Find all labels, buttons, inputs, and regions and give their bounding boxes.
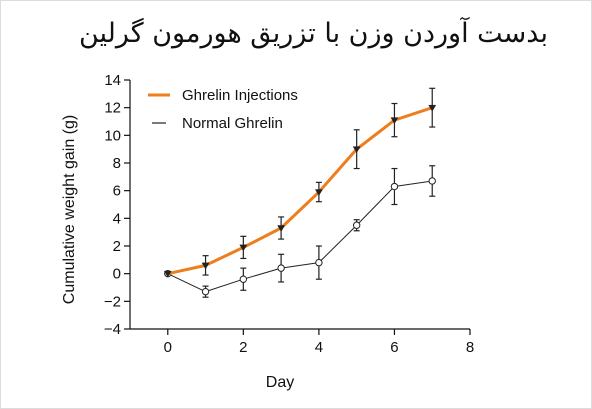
y-tick-label: 6 bbox=[113, 183, 121, 200]
data-point bbox=[239, 275, 248, 283]
data-point bbox=[277, 225, 286, 233]
data-point bbox=[163, 270, 172, 278]
data-point bbox=[352, 146, 361, 154]
data-point bbox=[390, 182, 399, 191]
series-line bbox=[167, 106, 433, 276]
y-tick-label: 0 bbox=[113, 266, 121, 283]
data-point bbox=[277, 264, 285, 272]
chart-title: بدست آوردن وزن با تزریق هورمون گرلین bbox=[78, 18, 548, 49]
x-tick-label: 0 bbox=[164, 339, 172, 356]
data-point bbox=[314, 189, 323, 197]
y-tick-label: 8 bbox=[113, 155, 121, 172]
y-tick-label: 14 bbox=[104, 72, 121, 89]
x-tick-label: 8 bbox=[466, 339, 474, 356]
series-line bbox=[167, 180, 433, 293]
x-tick-label: 4 bbox=[315, 339, 323, 356]
y-tick-label: −2 bbox=[104, 293, 121, 310]
y-tick-label: 10 bbox=[104, 127, 121, 144]
y-tick-label: 12 bbox=[104, 100, 121, 117]
data-point bbox=[352, 221, 361, 229]
data-point bbox=[315, 258, 323, 267]
data-point bbox=[428, 177, 436, 185]
legend-label: Normal Ghrelin bbox=[182, 115, 283, 132]
x-axis-label: Day bbox=[266, 374, 294, 391]
data-point bbox=[201, 262, 210, 270]
y-tick-label: 2 bbox=[113, 238, 121, 255]
data-point bbox=[239, 244, 248, 252]
data-point bbox=[428, 104, 437, 112]
y-tick-label: −4 bbox=[104, 321, 121, 338]
legend-label: Ghrelin Injections bbox=[182, 87, 298, 104]
x-tick-label: 6 bbox=[390, 339, 398, 356]
data-point bbox=[201, 287, 210, 296]
y-axis-label: Cumulative weight gain (g) bbox=[61, 115, 78, 304]
y-tick-label: 4 bbox=[113, 210, 121, 227]
data-point bbox=[390, 117, 399, 125]
x-tick-label: 2 bbox=[239, 339, 247, 356]
